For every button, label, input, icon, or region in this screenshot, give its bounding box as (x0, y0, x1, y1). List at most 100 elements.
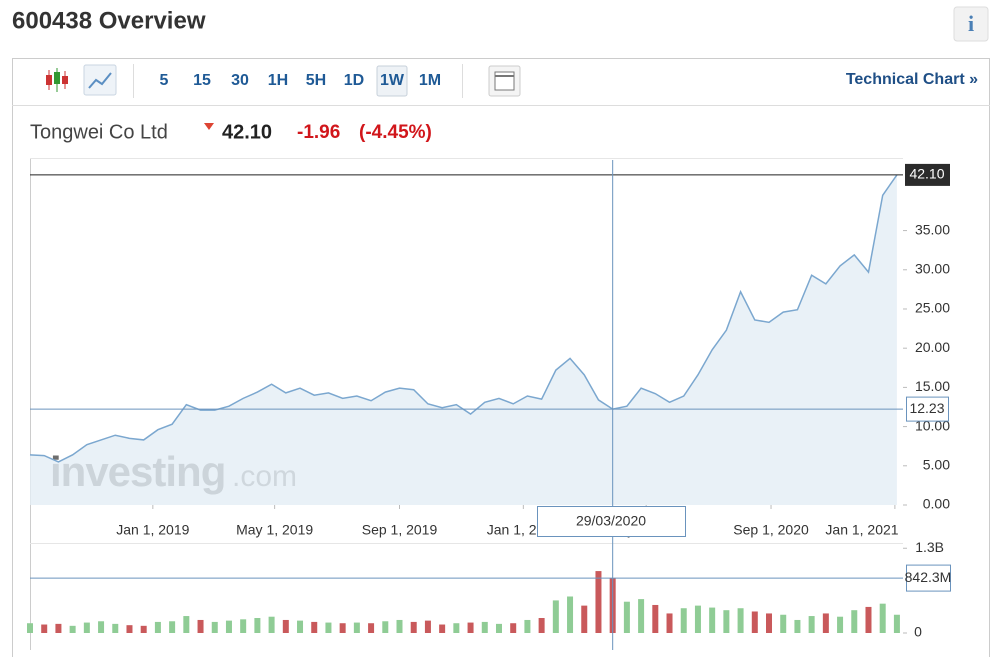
down-arrow (204, 123, 214, 130)
volume-bar (368, 623, 375, 633)
volume-bar (254, 618, 261, 633)
last-price-label: 42.10 (909, 166, 944, 182)
volume-bar (154, 621, 161, 633)
table-icon-glyph (494, 71, 515, 91)
volume-bar (225, 620, 232, 633)
volume-bar (751, 611, 758, 633)
volume-bar (282, 619, 289, 633)
volume-bar (652, 604, 659, 633)
volume-bar (865, 606, 872, 633)
volume-bar (98, 621, 105, 633)
info-button[interactable] (953, 6, 989, 42)
price-change: -1.96 (297, 122, 340, 143)
last-price-box (905, 163, 950, 186)
price-change-pct: (-4.45%) (359, 122, 432, 143)
x-tick-label: Sep 1, 2020 (733, 522, 809, 538)
y-tick-label: 15.00 (915, 378, 950, 394)
info-icon: i (968, 11, 974, 36)
volume-bar (780, 614, 787, 633)
volume-bar (567, 596, 574, 633)
volume-bar (666, 613, 673, 633)
volume-bar (510, 623, 517, 633)
volume-bar (197, 619, 204, 633)
volume-bar (581, 605, 588, 633)
interval-button[interactable]: 15 (193, 72, 211, 89)
y2-tick-label: 0 (914, 624, 922, 640)
volume-bar (723, 610, 730, 633)
interval-button[interactable]: 1H (268, 72, 288, 89)
technical-chart-link[interactable]: Technical Chart » (846, 71, 978, 88)
volume-bar (183, 616, 190, 633)
volume-bar (524, 619, 531, 633)
volume-bar (112, 623, 119, 633)
candles-icon[interactable] (46, 68, 68, 92)
x-tick-label: May 1, 2019 (236, 522, 313, 538)
volume-bar (41, 624, 48, 633)
volume-bar (794, 619, 801, 633)
volume-bar (396, 619, 403, 633)
volume-bar (680, 608, 687, 633)
volume-bar (140, 625, 147, 633)
volume-bar (339, 623, 346, 633)
y2-tick-label: 1.3B (915, 539, 944, 555)
volume-bar (268, 616, 275, 633)
instrument-name: Tongwei Co Ltd (30, 121, 168, 143)
price-area (30, 174, 897, 506)
volume-bar (211, 621, 218, 633)
interval-button[interactable]: 30 (231, 72, 249, 89)
volume-bar (453, 623, 460, 633)
y-tick-label: 25.00 (915, 300, 950, 316)
volume-bar (83, 622, 90, 633)
interval-button[interactable]: 5H (306, 72, 326, 89)
crosshair-price-label: 12.23 (909, 400, 944, 416)
y-tick-label: 35.00 (915, 221, 950, 237)
line-icon[interactable] (83, 64, 117, 96)
x-tick-label: Jan 1, 2019 (116, 522, 189, 538)
interval-button[interactable]: 5 (160, 72, 169, 89)
volume-bar (353, 622, 360, 633)
y-tick-label: 0.00 (923, 496, 950, 512)
line-icon-glyph (88, 72, 112, 89)
volume-bar (69, 625, 76, 633)
x-tick-label: Sep 1, 2019 (362, 522, 438, 538)
volume-bar (893, 614, 900, 633)
volume-bar (55, 623, 62, 633)
volume-bar (439, 624, 446, 633)
volume-bar (766, 613, 773, 633)
volume-bar (297, 620, 304, 633)
y-tick-label: 30.00 (915, 260, 950, 276)
volume-bar (623, 601, 630, 633)
y-tick-label: 5.00 (923, 456, 950, 472)
last-price: 42.10 (222, 121, 272, 143)
volume-bar (595, 571, 602, 633)
crosshair-price-box (906, 396, 949, 422)
volume-bar (538, 618, 545, 633)
volume-bar (694, 605, 701, 633)
volume-bar (709, 607, 716, 633)
volume-bar (837, 616, 844, 633)
volume-bar (240, 619, 247, 633)
volume-bar (879, 603, 886, 633)
y-tick-label: 20.00 (915, 339, 950, 355)
volume-bar (126, 625, 133, 633)
volume-bar (169, 621, 176, 633)
volume-bar (638, 599, 645, 633)
interval-button[interactable]: 1D (344, 72, 364, 89)
volume-bar (424, 620, 431, 633)
crosshair-date-box (537, 506, 686, 537)
volume-bar (410, 621, 417, 633)
volume-bar (808, 616, 815, 633)
interval-button[interactable]: 1M (419, 72, 441, 89)
volume-bar (737, 608, 744, 633)
volume-bar (382, 621, 389, 633)
volume-bar (552, 600, 559, 633)
interval-button[interactable]: 1W (380, 72, 405, 89)
page-title: 600438 Overview (12, 7, 206, 34)
volume-bar (851, 610, 858, 633)
crosshair-volume-box (906, 564, 951, 592)
volume-bar (822, 613, 829, 633)
volume-bar (467, 622, 474, 633)
crosshair-date-label: 29/03/2020 (576, 513, 646, 529)
volume-bar (311, 621, 318, 633)
